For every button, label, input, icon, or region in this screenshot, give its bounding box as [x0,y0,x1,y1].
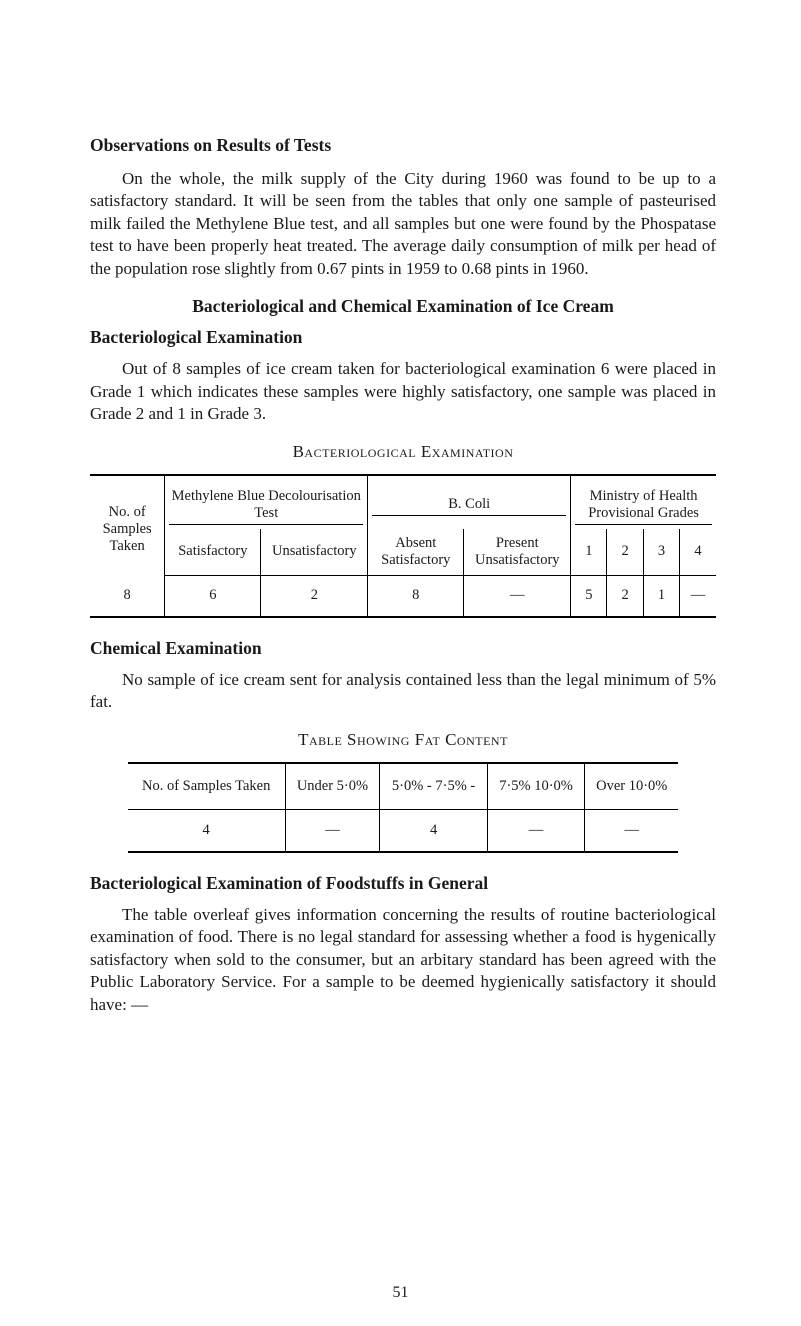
t2-d4: — [585,809,679,852]
table-bacteriological: No. of Samples Taken Methylene Blue Deco… [90,474,716,619]
subheading-foodstuffs: Bacteriological Examination of Foodstuff… [90,873,716,894]
t1-h-methylene-text: Methylene Blue Decolourisation Test [172,488,361,521]
t1-d7: 1 [643,575,679,617]
t1-h-g3: 3 [643,529,679,576]
table-fat-content: No. of Samples Taken Under 5·0% 5·0% - 7… [128,762,679,853]
t1-h-methylene: Methylene Blue Decolourisation Test [165,475,368,529]
t1-h-present: Present Unsatisfactory [464,529,571,576]
t1-d3: 8 [368,575,464,617]
t1-h-g1: 1 [571,529,607,576]
t2-h3: 7·5% 10·0% [488,763,585,810]
section-title-ice-cream: Bacteriological and Chemical Examination… [90,296,716,317]
caption-bacteriological: Bacteriological Examination [90,442,716,462]
t1-d6: 2 [607,575,643,617]
t1-h-g2: 2 [607,529,643,576]
heading-observations: Observations on Results of Tests [90,135,716,156]
t1-h-no: No. of Samples Taken [90,475,165,576]
t2-d1: — [285,809,379,852]
t2-h2: 5·0% - 7·5% - [380,763,488,810]
t2-d0: 4 [128,809,286,852]
t1-d1: 6 [165,575,261,617]
paragraph-2: Out of 8 samples of ice cream taken for … [90,358,716,425]
t1-h-absent: Absent Satisfactory [368,529,464,576]
t2-h0: No. of Samples Taken [128,763,286,810]
t1-h-ministry: Ministry of Health Provisional Grades [571,475,716,529]
t1-h-bcoli-text: B. Coli [448,496,490,512]
t1-h-sat: Satisfactory [165,529,261,576]
t1-d2: 2 [261,575,368,617]
page-number: 51 [0,1284,801,1302]
t2-h4: Over 10·0% [585,763,679,810]
paragraph-1: On the whole, the milk supply of the Cit… [90,168,716,280]
t1-h-unsat: Unsatisfactory [261,529,368,576]
t2-d3: — [488,809,585,852]
caption-fat-content: Table Showing Fat Content [90,730,716,750]
t1-d4: — [464,575,571,617]
t2-h1: Under 5·0% [285,763,379,810]
t2-d2: 4 [380,809,488,852]
t1-d0: 8 [90,575,165,617]
t1-h-g4: 4 [680,529,716,576]
paragraph-4: The table overleaf gives information con… [90,904,716,1016]
t1-h-ministry-text: Ministry of Health Provisional Grades [588,488,699,521]
subheading-chemical: Chemical Examination [90,638,716,659]
t1-d8: — [680,575,716,617]
paragraph-3: No sample of ice cream sent for analysis… [90,669,716,714]
subheading-bacteriological: Bacteriological Examination [90,327,716,348]
t1-d5: 5 [571,575,607,617]
t1-h-bcoli: B. Coli [368,475,571,529]
